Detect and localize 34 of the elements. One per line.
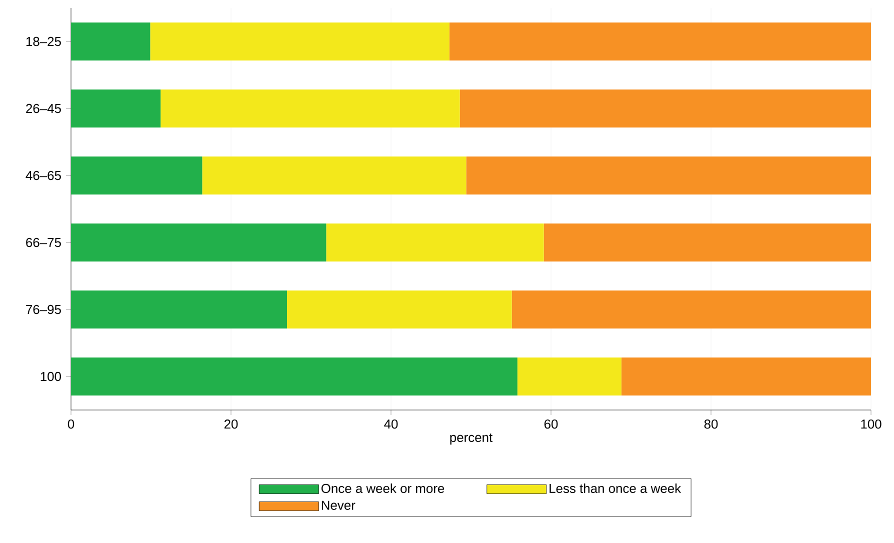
y-tick-label: 76–95	[26, 304, 61, 314]
x-tick-label: 80	[704, 420, 718, 429]
bar	[544, 224, 872, 262]
legend-label: Once a week or more	[321, 484, 444, 494]
bar	[71, 358, 518, 396]
y-tick-label: 100	[40, 372, 61, 382]
x-tick-label: 40	[384, 420, 398, 429]
bar	[621, 358, 872, 396]
y-tick-label: 26–45	[26, 104, 61, 114]
bar	[517, 358, 622, 396]
bar	[71, 22, 150, 61]
legend-label: Less than once a week	[550, 484, 682, 494]
x-tick-label: 20	[224, 420, 238, 429]
bar	[460, 90, 872, 128]
bar	[160, 90, 460, 128]
x-tick-label: 60	[544, 420, 558, 429]
y-tick-label: 18–25	[26, 36, 61, 46]
bar	[287, 290, 512, 328]
bar	[71, 90, 161, 128]
x-tick-label: 100	[861, 420, 882, 429]
x-axis-title: percent	[450, 434, 492, 445]
legend-label: Never	[322, 500, 356, 510]
x-tick-label: 0	[68, 420, 74, 429]
bar	[150, 22, 450, 61]
bar	[466, 156, 872, 194]
bar	[449, 22, 872, 61]
y-tick-label: 66–75	[26, 238, 61, 248]
bar	[202, 156, 466, 194]
bar	[71, 290, 288, 328]
bar	[512, 290, 872, 328]
bar	[326, 224, 544, 262]
bar	[71, 156, 202, 194]
bar	[71, 224, 326, 262]
y-tick-label: 46–65	[26, 170, 61, 180]
